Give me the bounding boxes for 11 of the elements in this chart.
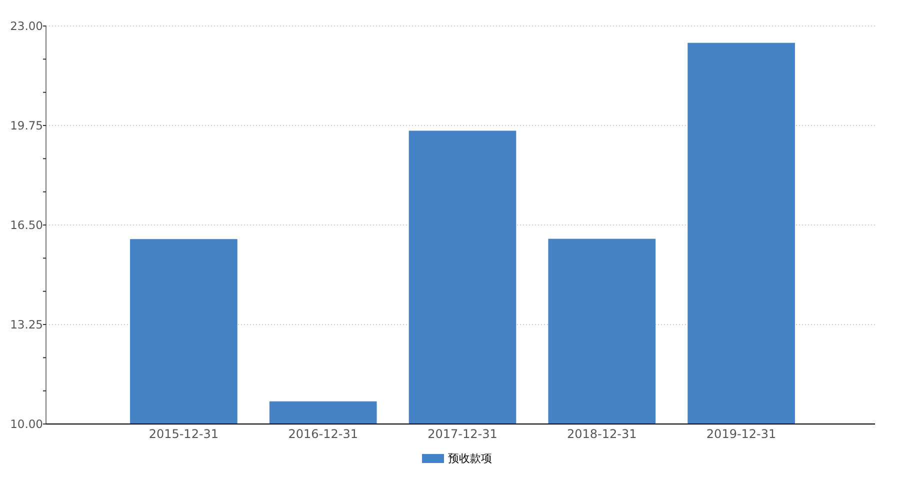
x-tick-label: 2019-12-31 xyxy=(706,427,776,441)
x-tick-label: 2016-12-31 xyxy=(288,427,358,441)
legend-label: 预收款项 xyxy=(448,452,492,465)
y-tick-label: 19.75 xyxy=(10,118,43,133)
y-tick-label: 10.00 xyxy=(10,417,43,432)
y-tick-label: 13.25 xyxy=(10,318,43,332)
y-tick-label: 23.00 xyxy=(10,19,43,34)
y-tick-label: 16.50 xyxy=(10,218,43,232)
x-tick-label: 2017-12-31 xyxy=(428,427,498,441)
x-tick-label: 2018-12-31 xyxy=(567,427,637,441)
x-tick-label: 2015-12-31 xyxy=(148,427,219,441)
